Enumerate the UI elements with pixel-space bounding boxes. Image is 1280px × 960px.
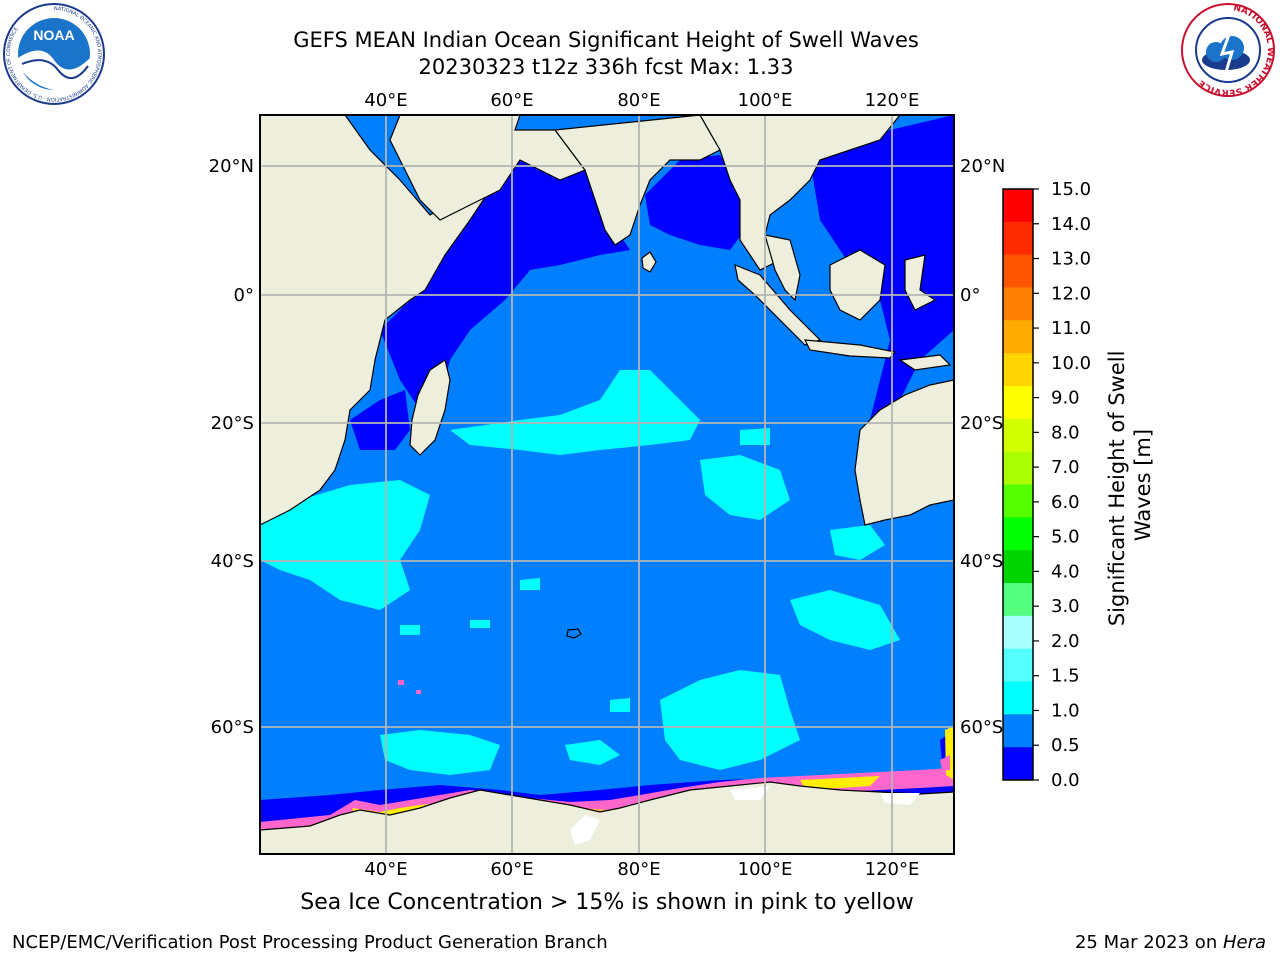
lat-label-left: 20°S [211,413,254,434]
lat-label-left: 20°N [209,156,254,177]
colorbar-cell [1003,648,1033,682]
lon-label-top: 60°E [490,90,533,111]
colorbar-ticks: 15.0 14.0 13.0 12.0 11.0 10.0 9.0 8.0 7.0 6.0 5.0 4… [1033,179,1091,791]
colorbar-tick-label: 11.0 [1051,318,1091,339]
colorbar-label-line1: Significant Height of Swell [1105,351,1129,627]
colorbar-label-line2: Waves [m] [1131,429,1155,541]
colorbar-tick-label: 4.0 [1051,561,1080,582]
land-masses [260,115,954,854]
colorbar-tick-label: 3.0 [1051,596,1080,617]
lat-label-right: 40°S [960,551,1003,572]
lat-label-left: 0° [234,285,254,306]
colorbar-cell [1003,418,1033,453]
colorbar-tick-label: 8.0 [1051,422,1080,443]
lat-labels-left: 20°N 0° 20°S 40°S 60°S [209,156,254,738]
antarctica [260,781,954,854]
colorbar-cell [1003,353,1033,387]
colorbar-tick-label: 7.0 [1051,457,1080,478]
footer-host: Hera [1222,932,1266,953]
malay-peninsula [764,234,801,302]
colorbar-cell [1003,681,1033,715]
lat-label-right: 0° [960,285,980,306]
map-plot-area [260,115,954,854]
lon-label-top: 80°E [617,90,660,111]
sulawesi [904,254,937,311]
colorbar-tick-label: 13.0 [1051,249,1091,270]
noaa-logo-text: NOAA [33,27,74,43]
map-subtitle: 20230323 t12z 336h fcst Max: 1.33 [418,55,794,79]
colorbar-tick-label: 0.5 [1051,735,1080,756]
lon-label-top: 100°E [738,90,793,111]
colorbar-tick-label: 14.0 [1051,214,1091,235]
colorbar-cell [1003,287,1033,321]
colorbar-tick-label: 9.0 [1051,388,1080,409]
footer-credit: NCEP/EMC/Verification Post Processing Pr… [12,932,608,953]
colorbar-tick-label: 10.0 [1051,353,1091,374]
footer-date-text: 25 Mar 2023 on [1074,932,1223,953]
lon-label-top: 40°E [364,90,407,111]
arabian-peninsula [389,115,586,221]
java [803,339,897,359]
colorbar: 15.0 14.0 13.0 12.0 11.0 10.0 9.0 8.0 7.0 6.0 5.0 4… [1002,179,1155,791]
colorbar-tick-label: 0.0 [1051,770,1080,791]
lon-label-bottom: 100°E [738,859,793,880]
lon-label-bottom: 80°E [617,859,660,880]
lat-label-left: 60°S [211,717,254,738]
lon-label-bottom: 40°E [364,859,407,880]
map-title: GEFS MEAN Indian Ocean Significant Heigh… [293,28,919,52]
colorbar-cell [1003,189,1033,223]
colorbar-tick-label: 1.0 [1051,700,1080,721]
lat-label-right: 20°N [960,156,1005,177]
lon-label-bottom: 120°E [865,859,920,880]
colorbar-cell [1003,254,1033,288]
sri-lanka [641,251,657,273]
colorbar-tick-label: 2.0 [1051,631,1080,652]
colorbar-cell [1003,550,1033,584]
graticule [260,115,954,854]
colorbar-tick-label: 5.0 [1051,527,1080,548]
colorbar-cells [1003,189,1033,781]
colorbar-tick-label: 12.0 [1051,283,1091,304]
colorbar-cell [1003,320,1033,354]
colorbar-frame [1002,188,1034,781]
nws-logo: NATIONAL WEATHER SERVICE [1181,3,1275,97]
lon-labels-top: 40°E 60°E 80°E 100°E 120°E [364,90,919,111]
colorbar-cell [1003,451,1033,485]
colorbar-tick-label: 15.0 [1051,179,1091,200]
lon-labels-bottom: 40°E 60°E 80°E 100°E 120°E [364,859,919,880]
colorbar-cell [1003,386,1033,420]
colorbar-label: Significant Height of Swell Waves [m] [1105,344,1155,626]
borneo [829,249,886,321]
no-data-areas [570,786,920,845]
australia [854,379,954,526]
colorbar-cell [1003,221,1033,256]
colorbar-tick-label: 1.5 [1051,666,1080,687]
colorbar-tick-label: 6.0 [1051,492,1080,513]
sea-ice-caption: Sea Ice Concentration > 15% is shown in … [300,890,914,915]
southeast-asia [699,115,901,271]
lon-label-bottom: 60°E [490,859,533,880]
colorbar-cell [1003,714,1033,748]
madagascar [409,359,451,456]
noaa-logo: NOAA NATIONAL OCEANIC AND ATMOSPHERIC AD… [3,3,105,105]
lat-labels-right: 20°N 0° 20°S 40°S 60°S [960,156,1005,738]
colorbar-cell [1003,484,1033,518]
kerguelen-islands [566,628,582,639]
lat-label-left: 40°S [211,551,254,572]
lat-label-right: 60°S [960,717,1003,738]
colorbar-cell [1003,615,1033,650]
map-frame [259,114,955,855]
colorbar-cell [1003,517,1033,551]
footer-date: 25 Mar 2023 on Hera [1075,932,1266,953]
lat-label-right: 20°S [960,413,1003,434]
lesser-sunda-islands [898,354,952,371]
colorbar-cell [1003,583,1033,617]
colorbar-cell [1003,747,1033,781]
lon-label-top: 120°E [865,90,920,111]
